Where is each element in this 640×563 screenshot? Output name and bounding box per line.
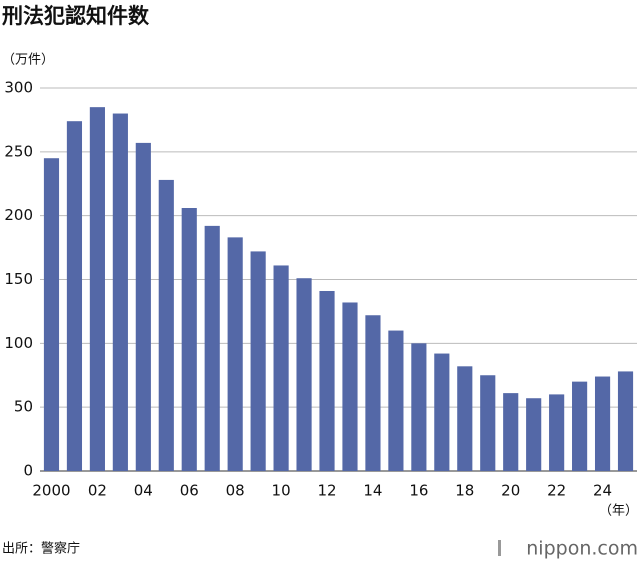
bar: [204, 225, 220, 471]
bar: [434, 353, 450, 471]
brand-logo: nippon.com: [526, 538, 638, 560]
bar: [66, 121, 83, 472]
x-tick-label: 10: [272, 482, 291, 500]
x-tick-label: 22: [547, 482, 566, 500]
x-tick-label: 12: [317, 482, 336, 500]
x-tick-label: 02: [88, 482, 107, 500]
bar: [549, 394, 565, 471]
bar: [457, 366, 473, 471]
source: 出所：警察庁: [2, 541, 80, 557]
x-tick-label: 2000: [32, 482, 70, 500]
bar: [411, 343, 427, 471]
bar: [572, 381, 588, 471]
x-tick-label: 20: [501, 482, 520, 500]
bar: [342, 302, 358, 471]
bar: [526, 398, 542, 471]
x-tick-label: 06: [180, 482, 199, 500]
bar: [503, 393, 519, 471]
x-axis-label: （年）: [599, 504, 638, 519]
bar: [135, 142, 151, 471]
y-axis-label: （万件）: [2, 53, 54, 68]
y-tick-label: 50: [14, 398, 33, 416]
y-tick-label: 150: [4, 270, 33, 288]
chart-title: 刑法犯認知件数: [2, 4, 150, 28]
x-tick-label: 04: [134, 482, 153, 500]
y-tick-label: 0: [23, 462, 33, 480]
y-tick-label: 100: [4, 334, 33, 352]
x-tick-label: 16: [409, 482, 428, 500]
y-tick-label: 300: [4, 79, 33, 97]
x-tick-label: 18: [455, 482, 474, 500]
logo-mark: [498, 540, 501, 556]
x-tick-label: 08: [226, 482, 245, 500]
y-tick-label: 250: [4, 142, 33, 160]
bar: [296, 278, 312, 471]
bar: [388, 330, 404, 471]
y-tick-label: 200: [4, 206, 33, 224]
bar: [89, 107, 105, 472]
bar: [480, 375, 496, 471]
bar: [158, 179, 174, 472]
x-tick-label: 14: [363, 482, 382, 500]
bar: [273, 265, 289, 471]
bar: [250, 251, 266, 471]
bar: [227, 237, 243, 471]
bar: [43, 158, 60, 471]
x-tick-label: 24: [593, 482, 612, 500]
bar: [112, 113, 128, 472]
bar: [365, 315, 381, 471]
bar: [181, 208, 197, 472]
bar: [319, 290, 335, 471]
bar: [594, 376, 611, 471]
bar: [617, 371, 634, 471]
